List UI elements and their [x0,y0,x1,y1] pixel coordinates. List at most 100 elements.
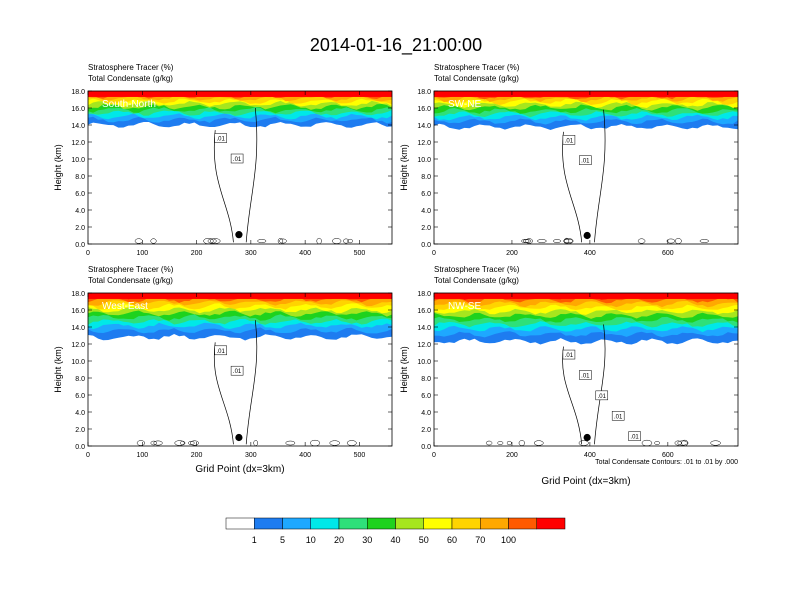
condensate-contour [174,440,185,446]
x-tick-label: 400 [299,452,311,459]
contour-title: Total Condensate (g/kg) [434,276,519,285]
tracer-field [434,91,738,244]
panel-label: NW-SE [448,301,481,312]
y-tick-label: 12.0 [71,342,85,349]
y-tick-label: 0.0 [421,444,431,451]
location-marker [583,231,591,240]
condensate-contour [310,439,321,446]
y-axis-label: Height (km) [399,346,409,393]
contour-label: .01 [598,394,607,400]
colorbar-swatch [480,517,509,530]
colorbar-swatch [338,517,368,530]
condensate-contour [347,238,354,244]
condensate-contour [641,439,653,446]
colorbar-label: 50 [419,535,429,545]
contour-label: .01 [233,369,242,375]
colorbar-swatch [536,517,566,530]
y-tick-label: 8.0 [421,174,431,181]
condensate-contour [213,107,258,243]
condensate-contour [316,237,322,244]
condensate-contour [343,238,350,244]
x-tick-label: 600 [662,250,674,257]
y-tick-label: 10.0 [71,157,85,164]
contour-label: .01 [233,157,242,163]
colorbar-swatch [423,517,453,530]
colorbar-swatch [282,517,311,530]
colorbar-swatch [508,517,537,530]
condensate-contour [563,237,570,244]
y-tick-label: 18.0 [71,89,85,96]
colorbar-label: 20 [334,535,344,545]
contour-title: Total Condensate (g/kg) [88,276,173,285]
y-tick-label: 18.0 [71,291,85,298]
y-tick-label: 12.0 [417,140,431,147]
tracer-field [434,293,738,446]
field-title: Stratosphere Tracer (%) [434,265,520,274]
location-marker [583,433,591,442]
y-tick-label: 4.0 [75,410,85,417]
y-tick-label: 4.0 [421,208,431,215]
condensate-contour [150,238,157,244]
contour-label: .01 [614,414,623,420]
x-tick-label: 100 [136,250,148,257]
condensate-contour [134,238,143,244]
y-axis-label: Height (km) [53,346,63,393]
condensate-contour [553,239,561,243]
field-title: Stratosphere Tracer (%) [88,63,174,72]
x-tick-label: 500 [354,250,366,257]
colorbar-label: 30 [362,535,372,545]
y-tick-label: 6.0 [421,191,431,198]
x-tick-label: 0 [86,452,90,459]
colorbar-swatch [225,517,255,530]
colorbar-swatch [395,517,424,530]
x-tick-label: 0 [432,452,436,459]
condensate-contour [525,238,533,244]
contour-label-box [562,135,576,145]
y-tick-label: 18.0 [417,291,431,298]
y-tick-label: 8.0 [75,174,85,181]
colorbar-label: 1 [252,535,257,545]
y-tick-label: 14.0 [71,325,85,332]
panel-label: South-North [102,99,156,110]
y-tick-label: 12.0 [71,140,85,147]
condensate-contour [190,440,199,446]
condensate-contour [522,239,532,243]
tracer-band [434,91,738,97]
location-marker [235,231,243,239]
y-tick-label: 10.0 [417,157,431,164]
y-tick-label: 0.0 [421,242,431,249]
y-tick-label: 16.0 [417,308,431,315]
colorbar-label: 70 [475,535,485,545]
contour-label-box [230,365,244,376]
y-tick-label: 2.0 [421,427,431,434]
y-tick-label: 6.0 [421,393,431,400]
condensate-contour [213,320,258,445]
condensate-contour [666,238,676,244]
x-axis-label: Grid Point (dx=3km) [541,476,630,487]
x-tick-label: 100 [136,452,148,459]
contour-label: .01 [217,349,226,355]
tracer-field [88,293,392,446]
tracer-band [88,91,392,97]
colorbar: 1 5 10 20 30 40 50 60 70 100 [225,517,566,545]
condensate-contour [578,440,589,446]
condensate-contour [210,238,221,244]
y-tick-label: 16.0 [71,106,85,113]
condensate-contour [562,324,606,445]
condensate-contour [537,239,547,243]
contour-label-box [579,370,592,380]
x-tick-label: 300 [245,452,257,459]
x-tick-label: 400 [584,250,596,257]
condensate-contour [285,440,296,446]
y-tick-label: 14.0 [71,123,85,130]
x-tick-label: 500 [354,452,366,459]
x-tick-label: 600 [662,452,674,459]
colorbar-label: 5 [280,535,285,545]
field-title: Stratosphere Tracer (%) [88,265,174,274]
panel-nw-se: Stratosphere Tracer (%) Total Condensate … [399,265,739,487]
y-tick-label: 2.0 [421,225,431,232]
colorbar-label: 40 [390,535,400,545]
colorbar-swatch [367,517,396,530]
condensate-contour [485,440,493,446]
condensate-contour [207,238,217,244]
